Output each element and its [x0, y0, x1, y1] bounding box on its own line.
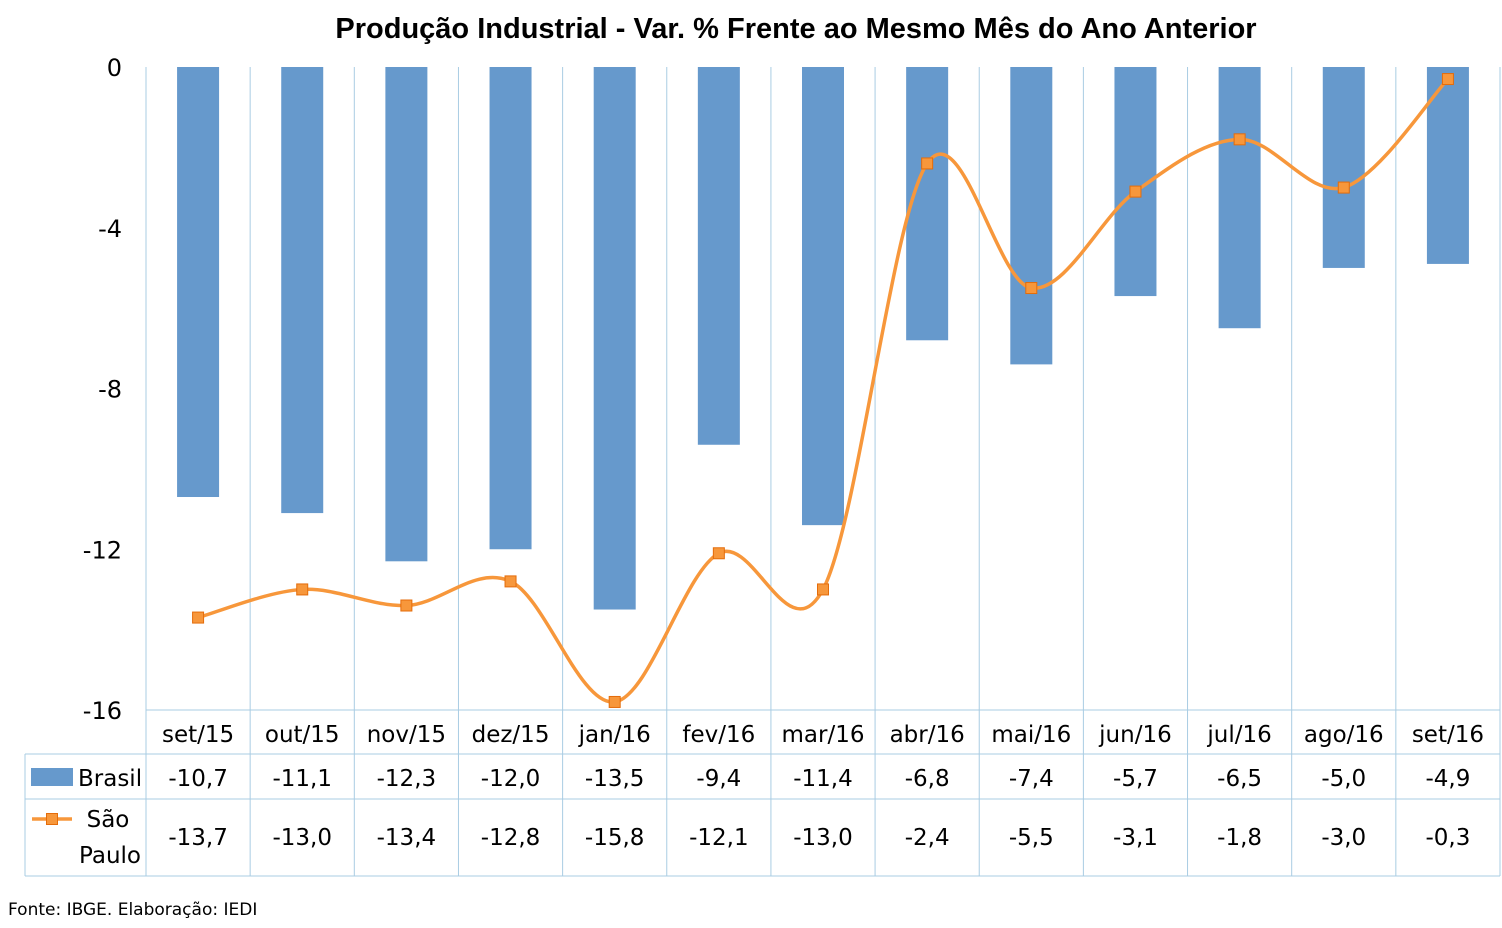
- data-label-brasil: -7,4: [1009, 766, 1054, 792]
- bar-brasil: [1322, 67, 1365, 268]
- legend-label-sao-paulo-line2: Paulo: [79, 843, 141, 869]
- x-tick-label: set/16: [1412, 722, 1484, 748]
- bar-brasil: [697, 67, 740, 445]
- data-table: set/15 out/15 nov/15 dez/15 jan/16 fev/16 mar/…: [24, 709, 1500, 877]
- bar-brasil: [593, 67, 636, 610]
- x-tick-label: set/15: [162, 722, 234, 748]
- data-label-brasil: -12,0: [481, 766, 541, 792]
- data-label-brasil: -4,9: [1425, 766, 1470, 792]
- bar-brasil: [1010, 67, 1053, 365]
- legend-key-brasil: [31, 768, 73, 786]
- x-tick-label: nov/15: [367, 722, 446, 748]
- data-label-sao-paulo: -2,4: [905, 825, 950, 851]
- bar-brasil: [1218, 67, 1261, 329]
- x-tick-label: mai/16: [991, 722, 1071, 748]
- source-note: Fonte: IBGE. Elaboração: IEDI: [8, 900, 258, 920]
- legend-label-brasil: Brasil: [78, 766, 142, 792]
- x-tick-label: mar/16: [782, 722, 865, 748]
- line-sao-paulo: [192, 73, 1454, 708]
- point-sao-paulo: [1129, 185, 1142, 198]
- y-tick-label: -16: [83, 697, 122, 725]
- x-tick-label: dez/15: [472, 722, 550, 748]
- data-label-brasil: -6,8: [905, 766, 950, 792]
- data-label-brasil: -10,7: [168, 766, 228, 792]
- point-sao-paulo: [192, 611, 205, 624]
- bar-brasil: [385, 67, 428, 562]
- data-label-brasil: -11,1: [272, 766, 332, 792]
- bar-brasil: [906, 67, 949, 341]
- x-tick-label: abr/16: [890, 722, 965, 748]
- point-sao-paulo: [296, 583, 309, 596]
- data-label-sao-paulo: -13,0: [793, 825, 853, 851]
- bars-brasil: [177, 67, 1469, 610]
- data-label-sao-paulo: -1,8: [1217, 825, 1262, 851]
- data-label-sao-paulo: -15,8: [585, 825, 645, 851]
- point-sao-paulo: [1233, 133, 1246, 146]
- point-sao-paulo: [1441, 73, 1454, 86]
- y-tick-label: -4: [98, 215, 122, 243]
- data-label-sao-paulo: -13,0: [272, 825, 332, 851]
- legend-key-sao-paulo-marker: [46, 813, 58, 825]
- point-sao-paulo: [504, 575, 517, 588]
- data-label-sao-paulo: -12,1: [689, 825, 749, 851]
- x-tick-label: jan/16: [578, 722, 651, 748]
- bar-brasil: [802, 67, 844, 526]
- chart-title: Produção Industrial - Var. % Frente ao M…: [335, 13, 1256, 45]
- bar-brasil: [489, 67, 532, 550]
- data-label-brasil: -5,0: [1321, 766, 1366, 792]
- point-sao-paulo: [1025, 282, 1038, 295]
- point-sao-paulo: [400, 599, 413, 612]
- data-label-sao-paulo: -5,5: [1009, 825, 1054, 851]
- data-label-sao-paulo: -13,4: [377, 825, 437, 851]
- data-label-sao-paulo: -0,3: [1425, 825, 1470, 851]
- y-axis: 0 -4 -8 -12 -16: [83, 54, 147, 876]
- legend-label-sao-paulo-line1: São: [87, 807, 130, 833]
- point-sao-paulo: [1337, 181, 1350, 194]
- point-sao-paulo: [817, 583, 829, 596]
- y-tick-label: -12: [83, 536, 122, 564]
- data-label-brasil: -6,5: [1217, 766, 1262, 792]
- bar-brasil: [1426, 67, 1469, 264]
- y-tick-label: -8: [98, 376, 122, 404]
- gridlines: [145, 67, 1501, 876]
- y-tick-label: 0: [107, 54, 122, 82]
- data-label-sao-paulo: -12,8: [481, 825, 541, 851]
- x-tick-label: jul/16: [1206, 722, 1271, 748]
- x-tick-label: jun/16: [1098, 722, 1172, 748]
- bar-brasil: [177, 67, 220, 498]
- data-label-brasil: -13,5: [585, 766, 645, 792]
- data-label-sao-paulo: -3,0: [1321, 825, 1366, 851]
- data-label-brasil: -9,4: [696, 766, 741, 792]
- bar-brasil: [281, 67, 324, 514]
- data-label-brasil: -11,4: [793, 766, 853, 792]
- x-tick-label: fev/16: [682, 722, 755, 748]
- data-label-brasil: -12,3: [377, 766, 437, 792]
- point-sao-paulo: [608, 695, 621, 708]
- data-label-sao-paulo: -3,1: [1113, 825, 1158, 851]
- line-sao-paulo-path: [197, 77, 1450, 704]
- data-label-sao-paulo: -13,7: [168, 825, 228, 851]
- data-label-brasil: -5,7: [1113, 766, 1158, 792]
- x-tick-label: ago/16: [1304, 722, 1384, 748]
- point-sao-paulo: [712, 547, 725, 560]
- point-sao-paulo: [921, 157, 934, 170]
- x-tick-label: out/15: [265, 722, 340, 748]
